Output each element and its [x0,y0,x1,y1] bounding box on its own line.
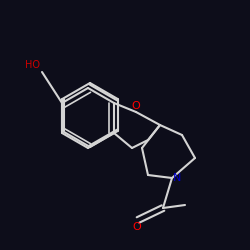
Text: O: O [132,222,141,232]
Text: O: O [132,101,140,111]
Text: N: N [173,173,182,183]
Text: HO: HO [25,60,40,70]
